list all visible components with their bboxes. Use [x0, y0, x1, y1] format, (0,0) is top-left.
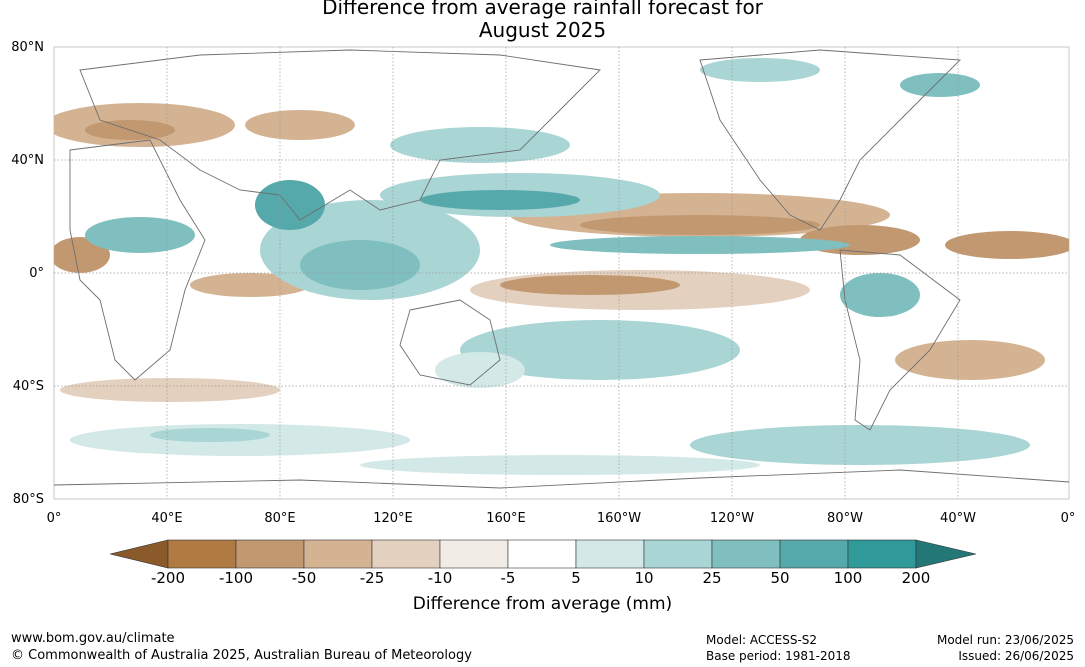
wet-anomaly-southern-ocean-core: [150, 428, 270, 442]
legend-tick: 5: [571, 569, 581, 587]
wet-anomaly-alaska: [700, 58, 820, 82]
dry-anomaly-africa-west: [54, 237, 110, 273]
coast-africa: [69, 139, 206, 381]
graticule: [54, 47, 1069, 499]
wet-anomaly-southern-ocean-east: [690, 425, 1030, 465]
footer-left: www.bom.gov.au/climate © Commonwealth of…: [11, 630, 472, 664]
legend-tick: -25: [360, 569, 385, 587]
title-line-2: August 2025: [478, 18, 607, 42]
lon-label-0-right: 0°: [1061, 511, 1076, 526]
dry-anomaly-atlantic: [945, 231, 1069, 259]
legend-bin: [643, 539, 713, 569]
title-line-1: Difference from average rainfall forecas…: [322, 0, 763, 19]
lon-label-40e: 40°E: [151, 511, 182, 526]
legend-tick: -200: [151, 569, 185, 587]
lon-label-80e: 80°E: [264, 511, 295, 526]
wet-anomaly-south-pacific: [460, 320, 740, 380]
model-run-date: Model run: 23/06/2025: [936, 633, 1074, 647]
legend-extend-low: [109, 539, 169, 569]
legend-bin: [779, 539, 849, 569]
lon-label-120e: 120°E: [373, 511, 413, 526]
legend-tick: 200: [902, 569, 931, 587]
legend-tick: 50: [770, 569, 789, 587]
legend-tick: -10: [428, 569, 453, 587]
legend-bin: [439, 539, 509, 569]
lon-label-160e: 160°E: [486, 511, 526, 526]
lat-axis: 80°N 40°N 0° 40°S 80°S: [11, 40, 44, 507]
legend-tick: -100: [219, 569, 253, 587]
legend-ticks: -200 -100 -50 -25 -10 -5 5 10 25 50 100 …: [151, 569, 930, 587]
wet-anomaly-australia: [435, 352, 525, 388]
wet-anomaly-west-pacific-core: [420, 190, 580, 210]
coastlines: [54, 49, 1069, 489]
dry-anomaly-equatorial-pacific-core: [500, 275, 680, 295]
lon-label-120w: 120°W: [710, 511, 754, 526]
wet-anomaly-north-pacific: [390, 127, 570, 163]
footer-dates: Model run: 23/06/2025 Issued: 26/06/2025: [937, 632, 1074, 664]
legend-bin: [303, 539, 373, 569]
base-period: Base period: 1981-2018: [706, 649, 851, 663]
legend-bin: [575, 539, 645, 569]
lon-axis: 0° 40°E 80°E 120°E 160°E 160°W 120°W 80°…: [47, 511, 1076, 526]
lat-label-40n: 40°N: [11, 153, 44, 168]
lat-label-40s: 40°S: [13, 379, 44, 394]
lat-label-0: 0°: [29, 266, 44, 281]
coast-south-america: [839, 249, 961, 431]
map-title: Difference from average rainfall forecas…: [0, 0, 1085, 42]
lat-label-80s: 80°S: [13, 492, 44, 507]
legend-tick: -5: [501, 569, 516, 587]
wet-anomaly-antarctic: [360, 455, 760, 475]
legend-bin: [847, 539, 917, 569]
legend-tick: -50: [292, 569, 317, 587]
coast-antarctica: [54, 469, 1069, 489]
lon-label-160w: 160°W: [597, 511, 641, 526]
wet-anomaly-maritime-core: [300, 240, 420, 290]
legend-bin: [235, 539, 305, 569]
legend-title: Difference from average (mm): [412, 594, 673, 614]
coast-australia: [399, 299, 501, 386]
copyright-text: © Commonwealth of Australia 2025, Austra…: [11, 648, 472, 663]
footer-model-info: Model: ACCESS-S2 Base period: 1981-2018: [706, 632, 851, 664]
dry-anomaly-asia: [245, 110, 355, 140]
legend-bin: [371, 539, 441, 569]
legend-tick: 100: [834, 569, 863, 587]
anomaly-field: [54, 58, 1069, 475]
coast-eurasia: [79, 49, 601, 221]
legend-tick: 25: [702, 569, 721, 587]
wet-anomaly-bay-of-bengal: [255, 180, 325, 230]
wet-anomaly-greenland: [900, 73, 980, 97]
dry-anomaly-south-america: [895, 340, 1045, 380]
lon-label-40w: 40°W: [940, 511, 976, 526]
wet-anomaly-south-america: [840, 273, 920, 317]
dry-anomaly-southern-ocean: [60, 378, 280, 402]
issued-date: Issued: 26/06/2025: [958, 649, 1074, 663]
legend-bin: [167, 539, 237, 569]
model-name: Model: ACCESS-S2: [706, 633, 818, 647]
legend-bin: [711, 539, 781, 569]
lon-label-80w: 80°W: [827, 511, 863, 526]
legend-bin: [507, 539, 577, 569]
source-url[interactable]: www.bom.gov.au/climate: [11, 631, 175, 646]
wet-anomaly-east-pacific: [550, 236, 850, 254]
coast-north-america: [699, 49, 962, 231]
lat-label-80n: 80°N: [11, 40, 44, 55]
dry-anomaly-north-pacific-core: [580, 215, 820, 235]
lon-label-0-left: 0°: [47, 511, 62, 526]
wet-anomaly-arabian-sea: [85, 217, 195, 253]
legend-extend-high: [915, 539, 977, 569]
legend-tick: 10: [634, 569, 653, 587]
legend-colorbar: [109, 539, 977, 569]
